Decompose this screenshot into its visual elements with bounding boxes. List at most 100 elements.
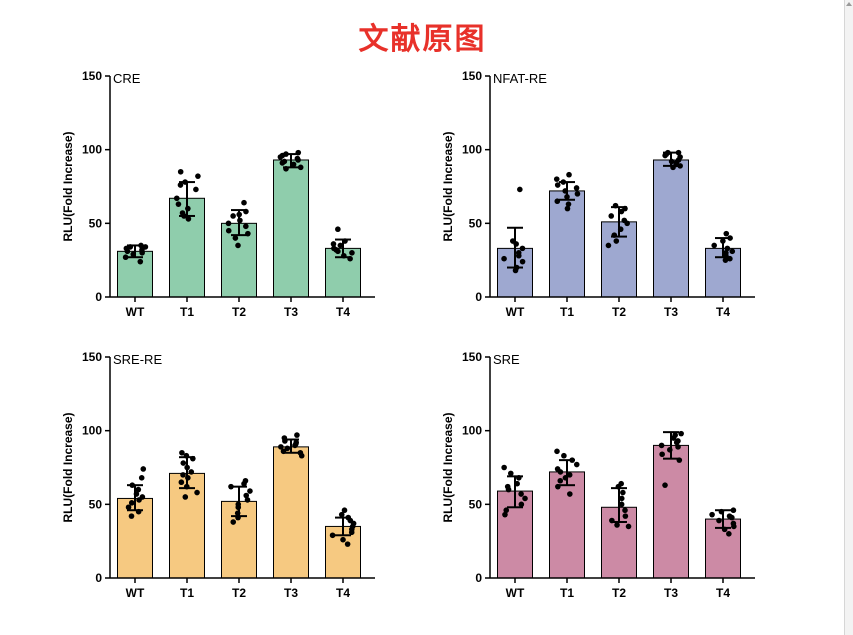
data-point bbox=[609, 517, 615, 524]
data-point bbox=[294, 155, 301, 162]
data-point bbox=[554, 182, 561, 188]
data-point bbox=[659, 451, 665, 458]
data-point bbox=[730, 520, 737, 527]
data-point bbox=[182, 494, 189, 500]
y-tick-label: 50 bbox=[89, 216, 103, 230]
data-point bbox=[243, 492, 250, 499]
data-point bbox=[234, 510, 241, 516]
data-point bbox=[720, 238, 726, 244]
data-point bbox=[341, 252, 347, 259]
data-point bbox=[501, 464, 507, 471]
chart-svg: WT T1 T2 T3 T4 0 50 100 150 RLU(Fold Increase) SRE bbox=[441, 350, 755, 600]
data-point bbox=[140, 466, 147, 472]
data-point bbox=[281, 435, 288, 441]
data-point bbox=[190, 455, 196, 462]
data-point bbox=[622, 513, 629, 519]
data-point bbox=[622, 205, 628, 212]
data-point bbox=[340, 536, 346, 543]
data-point bbox=[175, 201, 182, 207]
y-tick-label: 0 bbox=[475, 571, 482, 585]
chart-panel-cre: WT T1 T2 T3 T4 0 50 100 150 RLU(Fold Increase) CRE bbox=[55, 62, 475, 322]
data-point bbox=[237, 217, 243, 224]
data-point bbox=[518, 501, 525, 508]
data-point bbox=[519, 258, 526, 265]
data-point bbox=[709, 511, 715, 518]
data-point bbox=[562, 188, 568, 194]
data-point bbox=[564, 194, 570, 200]
x-tick-label: WT bbox=[506, 305, 525, 319]
data-point bbox=[125, 504, 132, 511]
bar-t3 bbox=[273, 159, 309, 298]
data-point bbox=[194, 489, 200, 496]
data-point bbox=[243, 223, 249, 230]
data-point bbox=[614, 522, 620, 528]
y-axis-label: RLU(Fold Increase) bbox=[61, 412, 75, 522]
data-point bbox=[617, 226, 624, 233]
data-point bbox=[245, 230, 251, 237]
data-point bbox=[668, 158, 675, 165]
data-point bbox=[177, 182, 184, 188]
data-point bbox=[294, 432, 300, 438]
data-point bbox=[280, 448, 287, 455]
data-point bbox=[554, 466, 561, 472]
x-tick-label: T2 bbox=[232, 586, 246, 600]
data-point bbox=[232, 235, 239, 241]
data-point bbox=[504, 483, 511, 490]
data-point bbox=[341, 507, 348, 514]
data-point bbox=[726, 531, 732, 537]
data-point bbox=[509, 238, 516, 244]
data-point bbox=[297, 164, 304, 171]
chart-svg: WT T1 T2 T3 T4 0 50 100 150 RLU(Fold Increase) SRE… bbox=[61, 350, 375, 600]
x-tick-label: T1 bbox=[180, 586, 194, 600]
y-tick-label: 150 bbox=[462, 69, 482, 83]
data-point bbox=[133, 491, 140, 497]
data-point bbox=[678, 430, 684, 437]
y-tick-label: 100 bbox=[462, 143, 482, 157]
data-point bbox=[185, 205, 191, 212]
scroll-up-arrow-icon[interactable] bbox=[846, 2, 852, 6]
data-point bbox=[281, 158, 288, 165]
data-point bbox=[621, 217, 628, 224]
data-point bbox=[283, 151, 289, 157]
data-point bbox=[667, 447, 673, 453]
x-tick-label: T3 bbox=[284, 586, 298, 600]
data-point bbox=[230, 213, 236, 219]
data-point bbox=[188, 469, 195, 475]
data-point bbox=[173, 195, 180, 202]
chart-svg: WT T1 T2 T3 T4 0 50 100 150 RLU(Fold Increase) CRE bbox=[61, 69, 375, 319]
chart-panel-sre-re: WT T1 T2 T3 T4 0 50 100 150 RLU(Fold Increase) SRE… bbox=[55, 343, 475, 603]
data-point bbox=[242, 477, 249, 484]
chart-title: SRE-RE bbox=[113, 352, 162, 367]
data-point bbox=[519, 245, 526, 252]
data-point bbox=[139, 494, 146, 500]
page-title: 文献原图 bbox=[358, 22, 487, 57]
data-point bbox=[557, 477, 564, 484]
data-point bbox=[180, 472, 186, 478]
x-tick-label: T1 bbox=[180, 305, 194, 319]
y-tick-label: 0 bbox=[95, 571, 102, 585]
data-point bbox=[330, 241, 337, 247]
data-point bbox=[722, 257, 729, 263]
data-point bbox=[618, 495, 625, 502]
data-point bbox=[517, 186, 523, 193]
x-tick-label: T2 bbox=[232, 305, 246, 319]
x-tick-label: WT bbox=[126, 305, 145, 319]
data-point bbox=[658, 442, 665, 449]
data-point bbox=[127, 244, 134, 250]
data-point bbox=[665, 149, 671, 156]
bar-t3 bbox=[653, 159, 689, 298]
data-point bbox=[337, 242, 344, 249]
x-tick-label: T1 bbox=[560, 305, 574, 319]
data-point bbox=[345, 514, 352, 521]
data-point bbox=[675, 444, 681, 450]
data-point bbox=[503, 507, 510, 514]
data-point bbox=[243, 208, 249, 215]
chart-panel-sre: WT T1 T2 T3 T4 0 50 100 150 RLU(Fold Increase) SRE bbox=[435, 343, 853, 603]
chart-svg: WT T1 T2 T3 T4 0 50 100 150 RLU(Fold Increase) NFA… bbox=[441, 69, 755, 319]
data-point bbox=[137, 258, 144, 265]
data-point bbox=[612, 202, 619, 209]
vertical-scrollbar[interactable] bbox=[844, 0, 853, 635]
data-point bbox=[605, 242, 612, 249]
data-point bbox=[247, 488, 253, 494]
data-point bbox=[295, 149, 302, 156]
